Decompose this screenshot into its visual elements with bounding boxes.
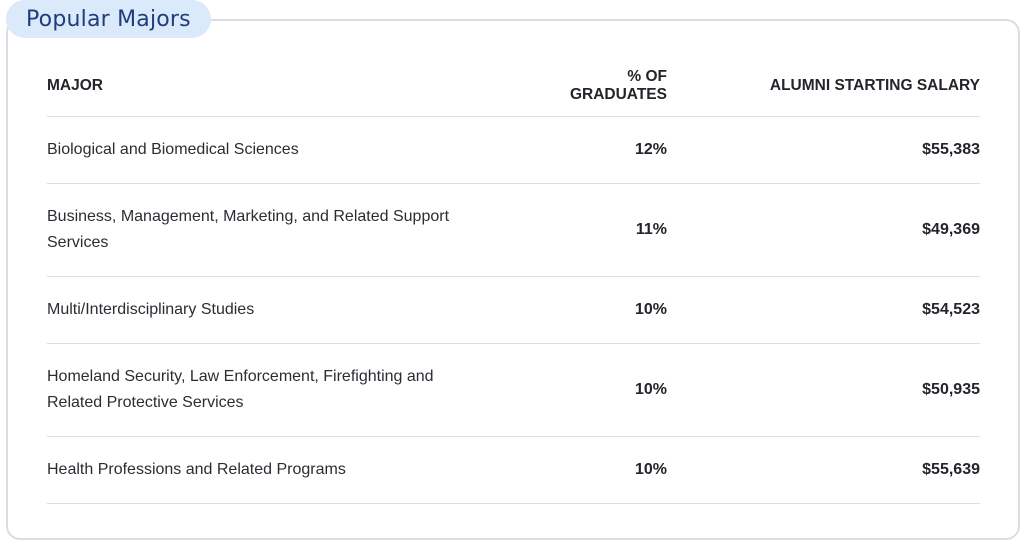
major-name: Multi/Interdisciplinary Studies [47, 276, 527, 344]
column-header-percent-graduates: % OF GRADUATES [527, 56, 667, 117]
starting-salary: $55,639 [667, 436, 980, 504]
table-row: Homeland Security, Law Enforcement, Fire… [47, 343, 980, 437]
percent-graduates: 10% [527, 276, 667, 344]
percent-graduates: 10% [527, 436, 667, 504]
section-title-badge: Popular Majors [6, 0, 211, 38]
starting-salary: $55,383 [667, 116, 980, 184]
major-name: Homeland Security, Law Enforcement, Fire… [47, 343, 527, 437]
starting-salary: $50,935 [667, 343, 980, 437]
percent-graduates: 10% [527, 343, 667, 437]
column-header-starting-salary: ALUMNI STARTING SALARY [667, 56, 980, 117]
major-name: Biological and Biomedical Sciences [47, 116, 527, 184]
popular-majors-table: MAJOR % OF GRADUATES ALUMNI STARTING SAL… [47, 56, 980, 504]
percent-graduates: 12% [527, 116, 667, 184]
table-row: Business, Management, Marketing, and Rel… [47, 183, 980, 277]
starting-salary: $49,369 [667, 183, 980, 277]
percent-graduates: 11% [527, 183, 667, 277]
table-row: Health Professions and Related Programs … [47, 436, 980, 504]
table-row: Multi/Interdisciplinary Studies 10% $54,… [47, 276, 980, 344]
column-header-major: MAJOR [47, 56, 527, 117]
starting-salary: $54,523 [667, 276, 980, 344]
major-name: Business, Management, Marketing, and Rel… [47, 183, 527, 277]
table-row: Biological and Biomedical Sciences 12% $… [47, 116, 980, 184]
table-header-row: MAJOR % OF GRADUATES ALUMNI STARTING SAL… [47, 56, 980, 117]
major-name: Health Professions and Related Programs [47, 436, 527, 504]
